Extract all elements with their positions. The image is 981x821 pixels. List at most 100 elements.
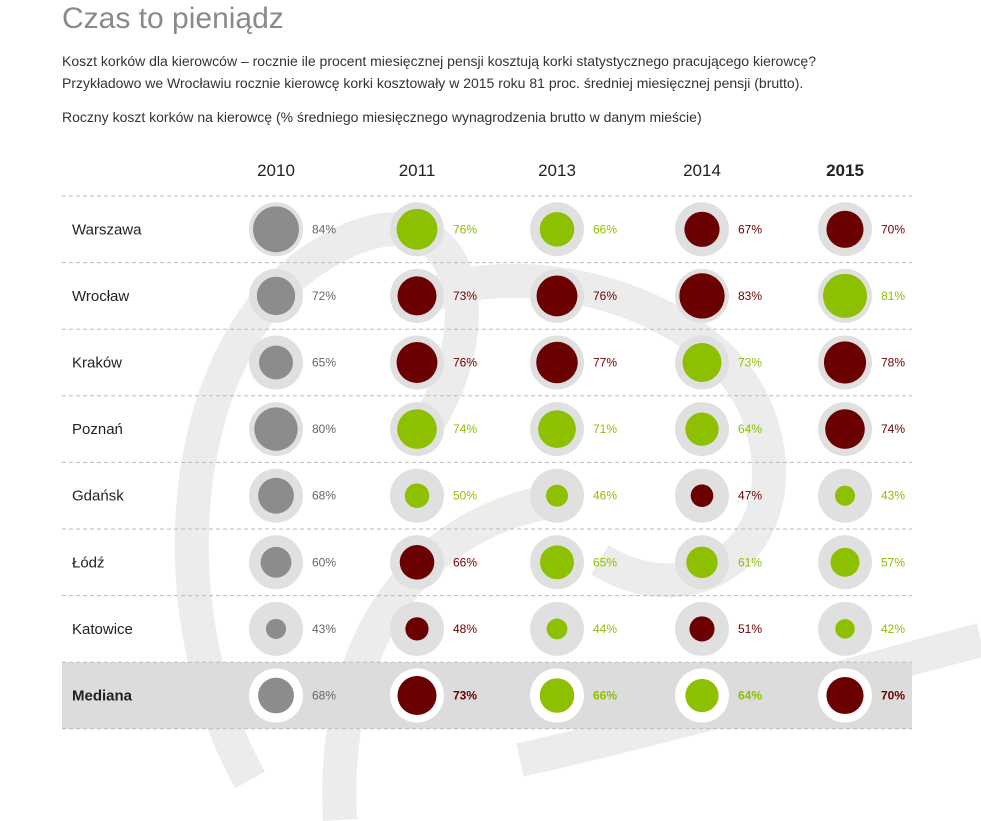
year-header: 2010 xyxy=(257,161,295,180)
value-label: 81% xyxy=(881,289,905,303)
bubble xyxy=(825,409,865,449)
value-label: 74% xyxy=(453,422,477,436)
bubble xyxy=(404,483,430,508)
year-header: 2015 xyxy=(826,161,864,180)
bubble xyxy=(834,485,856,506)
value-label: 67% xyxy=(738,222,762,236)
bubble xyxy=(396,342,438,383)
bubble xyxy=(258,477,294,514)
bubble xyxy=(260,546,292,578)
value-label: 43% xyxy=(881,489,905,503)
value-label: 61% xyxy=(738,555,762,569)
value-label: 77% xyxy=(593,356,617,370)
year-header: 2014 xyxy=(683,161,721,180)
value-label: 65% xyxy=(312,356,336,370)
city-label: Katowice xyxy=(72,621,133,638)
bubble xyxy=(539,678,575,713)
bubble xyxy=(679,273,725,319)
description-line-2: Przykładowo we Wrocławiu rocznie kierowc… xyxy=(62,75,804,91)
value-label: 71% xyxy=(593,422,617,436)
bubble xyxy=(835,619,855,639)
city-label: Gdańsk xyxy=(72,488,124,505)
value-label: 73% xyxy=(453,289,477,303)
bubble xyxy=(682,343,722,382)
value-label: 76% xyxy=(593,289,617,303)
bubble xyxy=(822,273,868,318)
bubble xyxy=(830,547,860,577)
bubble xyxy=(546,618,568,640)
bubble xyxy=(259,345,293,380)
bubble xyxy=(690,484,714,508)
bubble xyxy=(689,616,715,642)
value-label: 74% xyxy=(881,422,905,436)
value-label: 42% xyxy=(881,622,905,636)
city-label: Mediana xyxy=(72,688,133,705)
value-label: 43% xyxy=(312,622,336,636)
bubble xyxy=(826,676,864,715)
description: Koszt korków dla kierowców – rocznie ile… xyxy=(62,50,816,94)
city-label: Łódź xyxy=(72,554,105,571)
value-label: 68% xyxy=(312,489,336,503)
bubble xyxy=(538,410,576,448)
year-header: 2011 xyxy=(399,161,436,180)
value-label: 51% xyxy=(738,622,762,636)
value-label: 83% xyxy=(738,289,762,303)
value-label: 72% xyxy=(312,289,336,303)
value-label: 76% xyxy=(453,222,477,236)
bubble xyxy=(397,276,437,316)
value-label: 66% xyxy=(593,222,617,236)
bubble xyxy=(536,275,578,317)
bubble xyxy=(540,545,574,580)
bubble xyxy=(685,412,719,446)
value-label: 57% xyxy=(881,555,905,569)
bubble xyxy=(686,546,718,579)
value-label: 70% xyxy=(881,222,905,236)
value-label: 60% xyxy=(312,555,336,569)
bubble xyxy=(396,208,438,250)
bubble xyxy=(397,676,437,715)
value-label: 44% xyxy=(593,622,617,636)
value-label: 47% xyxy=(738,489,762,503)
bubble xyxy=(539,212,575,247)
median-row-bg xyxy=(62,662,912,729)
bubble xyxy=(253,206,299,253)
bubble xyxy=(256,276,296,316)
value-label: 73% xyxy=(453,689,477,703)
value-label: 68% xyxy=(312,689,336,703)
value-label: 78% xyxy=(881,356,905,370)
value-label: 80% xyxy=(312,422,336,436)
value-label: 64% xyxy=(738,689,762,703)
bubble xyxy=(823,341,867,384)
city-label: Warszawa xyxy=(72,221,142,238)
value-label: 50% xyxy=(453,489,477,503)
bubble xyxy=(399,545,435,580)
value-label: 73% xyxy=(738,356,762,370)
value-label: 48% xyxy=(453,622,477,636)
bubble xyxy=(536,341,578,384)
value-label: 76% xyxy=(453,356,477,370)
city-label: Wrocław xyxy=(72,288,129,305)
value-label: 70% xyxy=(881,689,905,703)
value-label: 64% xyxy=(738,422,762,436)
page-title: Czas to pieniądz xyxy=(62,2,284,35)
bubble xyxy=(685,678,719,713)
bubble xyxy=(397,409,437,449)
bubble xyxy=(254,407,298,451)
bubble xyxy=(546,484,568,507)
city-label: Poznań xyxy=(72,421,123,438)
bubble xyxy=(265,618,287,639)
value-label: 66% xyxy=(453,555,477,569)
value-label: 84% xyxy=(312,222,336,236)
value-label: 46% xyxy=(593,489,617,503)
bubble xyxy=(258,677,294,714)
description-line-1: Koszt korków dla kierowców – rocznie ile… xyxy=(62,53,817,69)
year-header: 2013 xyxy=(538,161,576,180)
bubble xyxy=(684,211,720,247)
city-label: Kraków xyxy=(72,355,122,372)
bubble xyxy=(826,210,864,248)
value-label: 65% xyxy=(593,555,617,569)
value-label: 66% xyxy=(593,689,617,703)
bubble xyxy=(405,617,429,641)
chart-title: Roczny koszt korków na kierowcę (% średn… xyxy=(62,109,702,125)
